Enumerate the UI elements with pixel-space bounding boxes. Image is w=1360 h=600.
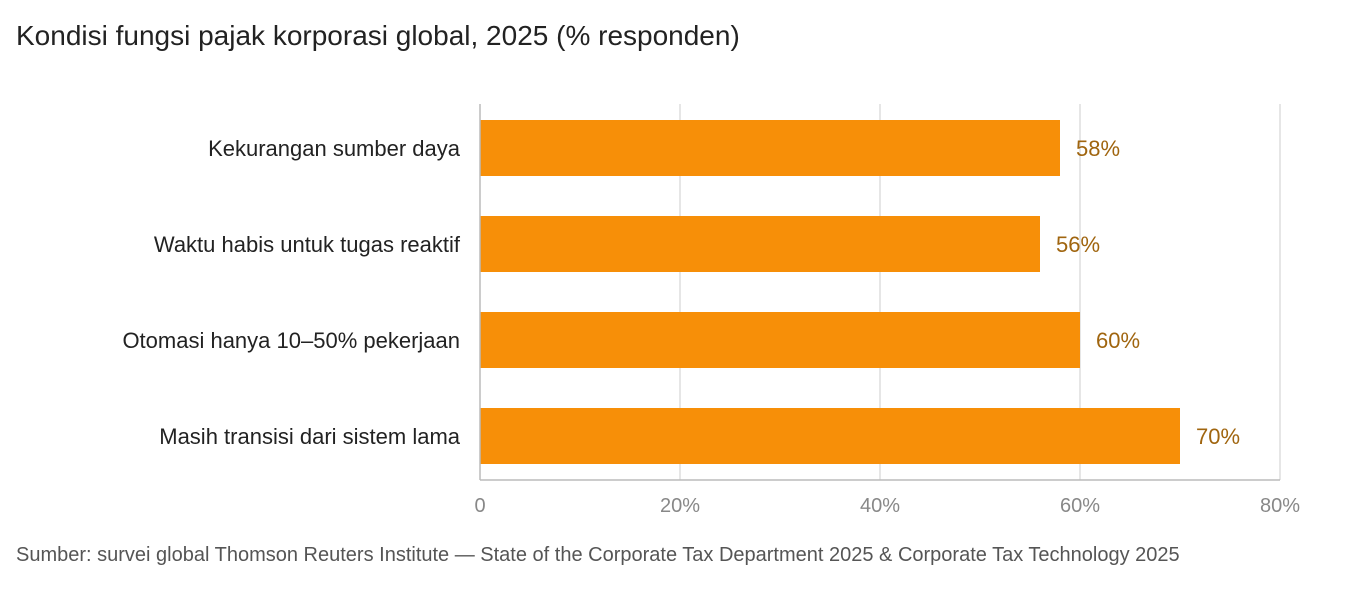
bar	[480, 312, 1080, 368]
labels: 0 20% 40% 60% 80% Kekurangan sumber daya 58% Wa…	[122, 136, 1300, 517]
value-label: 60%	[1096, 328, 1140, 353]
value-label: 56%	[1056, 232, 1100, 257]
axes	[479, 104, 1280, 481]
x-tick-label: 40%	[860, 495, 900, 517]
value-label: 58%	[1076, 136, 1120, 161]
category-label: Kekurangan sumber daya	[208, 136, 461, 161]
chart-title: Kondisi fungsi pajak korporasi global, 2…	[16, 20, 740, 51]
x-tick-label: 20%	[660, 495, 700, 517]
category-label: Otomasi hanya 10–50% pekerjaan	[122, 328, 460, 353]
bar	[480, 408, 1180, 464]
bar	[480, 216, 1040, 272]
category-label: Waktu habis untuk tugas reaktif	[154, 232, 461, 257]
value-label: 70%	[1196, 424, 1240, 449]
x-tick-label: 0	[474, 495, 485, 517]
x-tick-label: 60%	[1060, 495, 1100, 517]
x-tick-label: 80%	[1260, 495, 1300, 517]
bars	[480, 120, 1180, 464]
source-note: Sumber: survei global Thomson Reuters In…	[16, 544, 1180, 566]
bar	[480, 120, 1060, 176]
category-label: Masih transisi dari sistem lama	[159, 424, 461, 449]
